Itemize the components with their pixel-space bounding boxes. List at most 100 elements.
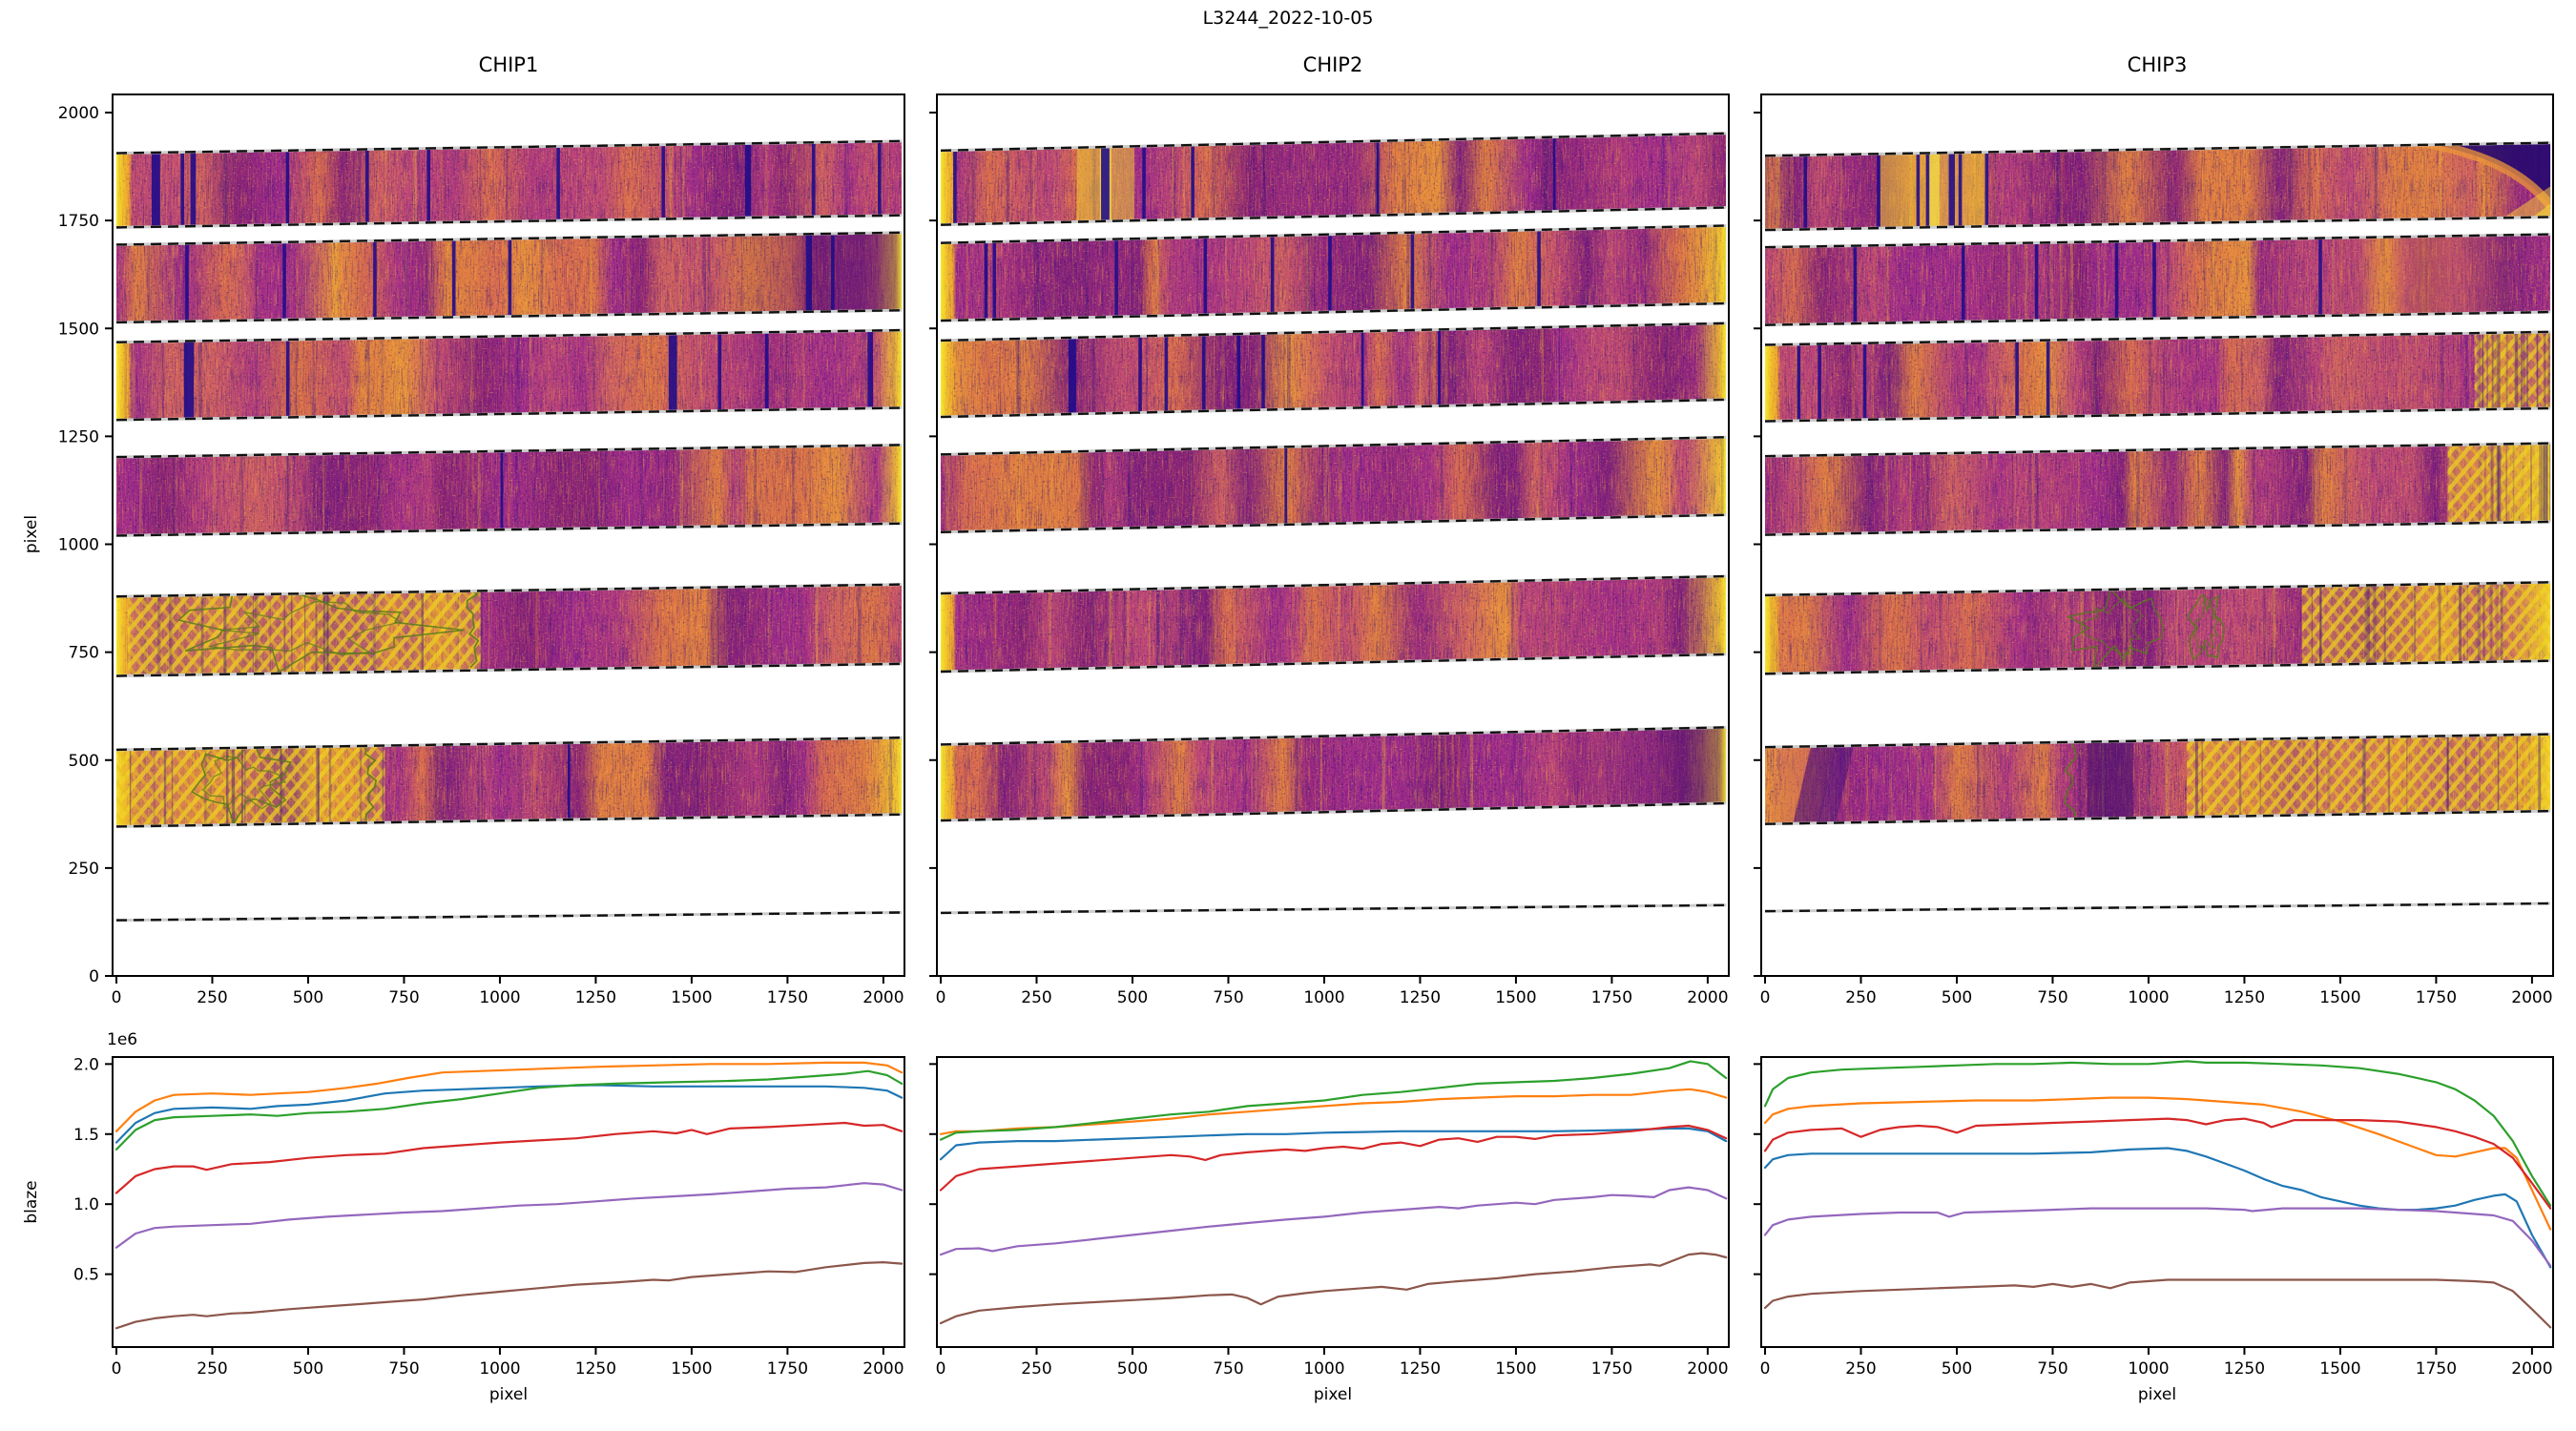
svg-text:750: 750 [1213,1359,1243,1379]
svg-text:2000: 2000 [58,104,99,123]
svg-text:0: 0 [89,967,99,986]
svg-text:1.5: 1.5 [73,1126,99,1145]
svg-text:250: 250 [1021,1359,1051,1379]
svg-text:1250: 1250 [2224,1359,2265,1379]
svg-text:1500: 1500 [1495,988,1536,1007]
svg-text:500: 500 [1117,988,1148,1007]
svg-text:500: 500 [293,1359,323,1379]
svg-text:1500: 1500 [2319,988,2360,1007]
svg-text:1250: 1250 [1400,988,1441,1007]
svg-text:1000: 1000 [58,536,99,555]
svg-text:0: 0 [1760,1359,1771,1379]
chip3-xlabel: pixel [2137,1385,2177,1404]
svg-text:1250: 1250 [575,1359,616,1379]
chip1-title: CHIP1 [478,53,539,76]
svg-text:1250: 1250 [58,427,99,446]
blaze-curve-order-1 [114,1084,904,1144]
svg-text:1750: 1750 [1591,988,1632,1007]
svg-text:1500: 1500 [2319,1359,2360,1379]
svg-text:1250: 1250 [1400,1359,1441,1379]
svg-text:1500: 1500 [671,988,712,1007]
svg-text:1750: 1750 [767,1359,808,1379]
top-row-ylabel: pixel [22,514,41,554]
svg-text:1250: 1250 [575,988,616,1007]
svg-text:2.0: 2.0 [73,1055,99,1074]
svg-text:1750: 1750 [2416,1359,2457,1379]
svg-text:2000: 2000 [2511,988,2552,1007]
svg-text:1000: 1000 [1303,1359,1344,1379]
svg-text:0: 0 [112,1359,122,1379]
svg-text:2000: 2000 [1687,1359,1728,1379]
blaze-curve-order-3 [939,1060,1728,1141]
svg-text:2000: 2000 [2511,1359,2552,1379]
chip1-xlabel: pixel [488,1385,529,1404]
svg-text:1750: 1750 [2416,988,2457,1007]
svg-text:1750: 1750 [767,988,808,1007]
svg-text:0.5: 0.5 [73,1266,99,1285]
svg-text:0: 0 [1760,988,1771,1007]
chip2-xlabel: pixel [1313,1385,1353,1404]
svg-text:1500: 1500 [58,320,99,339]
chip2-title: CHIP2 [1302,53,1363,76]
svg-text:750: 750 [388,1359,419,1379]
svg-text:500: 500 [1942,1359,1972,1379]
chip2-blaze-panel: 0 250 500 750 1000 1250 1500 1750 2000 [929,1056,1730,1379]
svg-text:500: 500 [1117,1359,1148,1379]
svg-text:1000: 1000 [1303,988,1344,1007]
svg-text:750: 750 [388,988,419,1007]
blaze-curve-order-6 [939,1252,1728,1325]
svg-text:250: 250 [69,860,99,879]
svg-text:750: 750 [69,644,99,663]
svg-text:750: 750 [1213,988,1243,1007]
bottom-row-ylabel: blaze [22,1180,41,1224]
blaze-curve-order-4 [939,1124,1728,1192]
svg-text:1250: 1250 [2224,988,2265,1007]
svg-text:500: 500 [293,988,323,1007]
chip3-orders-panel: 0 250 500 750 1000 1250 1500 1750 2000 [1754,93,2554,1007]
blaze-curve-order-5 [1763,1207,2552,1267]
svg-text:250: 250 [1021,988,1051,1007]
svg-text:250: 250 [197,988,227,1007]
chip2-orders-panel: 0 250 500 750 1000 1250 1500 1750 2000 [929,93,1730,1007]
blaze-curve-order-3 [1763,1060,2552,1207]
chip1-blaze-panel: 0 250 500 750 1000 1250 1500 1750 2000 0.5 1.0 1.5 2… [73,1055,905,1379]
chip3-title: CHIP3 [2127,53,2188,76]
svg-text:0: 0 [936,988,946,1007]
blaze-curve-order-5 [114,1182,904,1249]
svg-text:1750: 1750 [1591,1359,1632,1379]
blaze-curve-order-2 [1763,1096,2552,1231]
svg-text:500: 500 [69,752,99,771]
svg-text:2000: 2000 [862,1359,904,1379]
svg-text:1000: 1000 [2128,1359,2169,1379]
svg-text:2000: 2000 [862,988,904,1007]
figure-title: L3244_2022-10-05 [1202,8,1374,29]
blaze-curve-order-1 [1763,1147,2552,1269]
svg-text:1000: 1000 [479,988,520,1007]
blaze-curve-order-6 [114,1261,904,1330]
svg-text:0: 0 [936,1359,946,1379]
blaze-curve-order-4 [114,1121,904,1194]
offset-text-1e6: 1e6 [107,1030,138,1049]
blaze-curve-order-5 [939,1186,1728,1256]
svg-text:2000: 2000 [1687,988,1728,1007]
chip3-blaze-panel: 0 250 500 750 1000 1250 1500 1750 2000 [1754,1056,2554,1379]
svg-text:750: 750 [2037,1359,2067,1379]
svg-text:1000: 1000 [479,1359,520,1379]
svg-text:250: 250 [197,1359,227,1379]
svg-text:1750: 1750 [58,212,99,231]
svg-text:1.0: 1.0 [73,1195,99,1214]
blaze-curve-order-4 [1763,1117,2552,1210]
chip1-orders-panel: 0 250 500 750 1000 1250 1500 1750 2000 0 250 500 750… [58,93,905,1007]
svg-text:750: 750 [2037,988,2067,1007]
blaze-curve-order-6 [1763,1278,2552,1329]
svg-text:1500: 1500 [1495,1359,1536,1379]
svg-text:250: 250 [1845,988,1876,1007]
blaze-curve-order-2 [114,1061,904,1132]
svg-text:1000: 1000 [2128,988,2169,1007]
svg-text:0: 0 [112,988,122,1007]
svg-text:1500: 1500 [671,1359,712,1379]
blaze-curve-order-3 [114,1069,904,1151]
svg-text:500: 500 [1942,988,1972,1007]
svg-text:250: 250 [1845,1359,1876,1379]
